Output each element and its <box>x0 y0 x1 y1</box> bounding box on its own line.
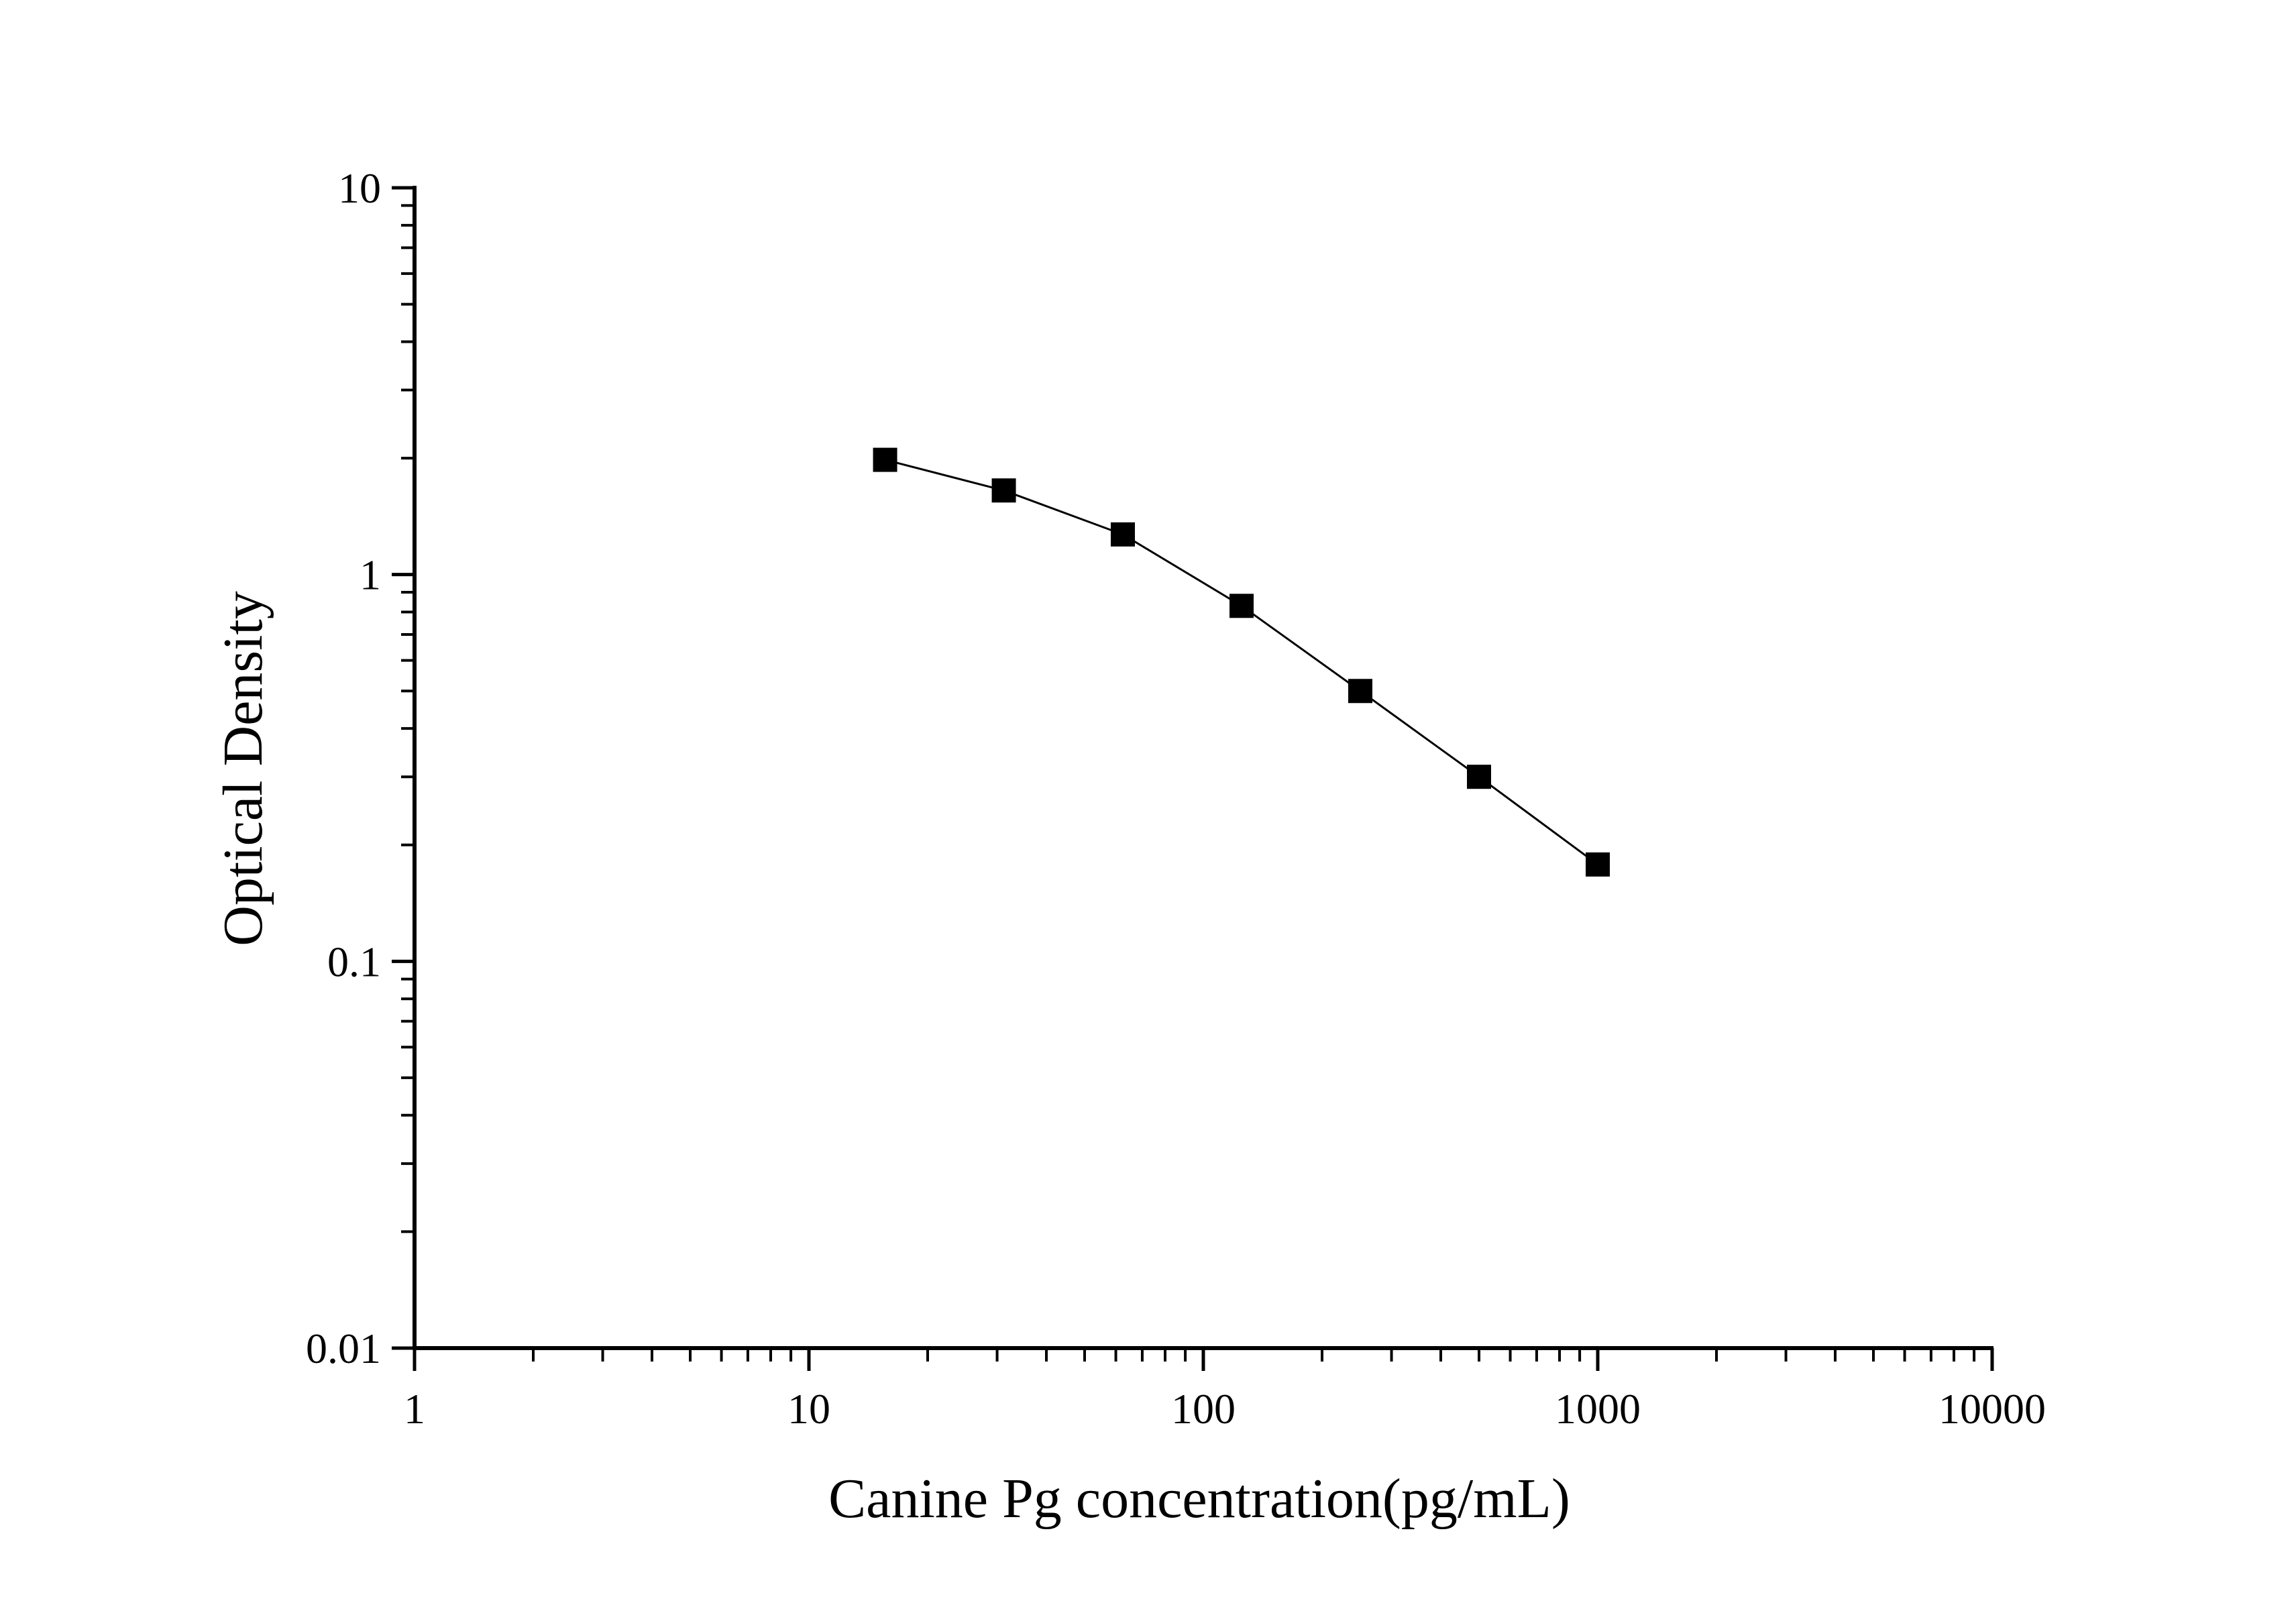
x-tick-label: 1000 <box>1555 1385 1641 1433</box>
y-tick-label: 0.1 <box>327 938 381 985</box>
x-tick-label: 100 <box>1171 1385 1236 1433</box>
data-point <box>1229 594 1254 618</box>
x-tick-label: 1 <box>404 1385 425 1433</box>
axes <box>392 186 1994 1371</box>
data-point <box>1586 852 1610 877</box>
y-tick-label: 0.01 <box>306 1325 381 1372</box>
data-point <box>991 478 1016 503</box>
y-tick-label: 1 <box>360 551 381 599</box>
series-layer <box>873 447 1610 877</box>
data-point <box>1110 522 1135 547</box>
y-tick-label: 10 <box>338 164 381 212</box>
data-point <box>1466 765 1491 789</box>
y-axis-title: Optical Density <box>212 591 274 946</box>
x-axis-title: Canine Pg concentration(pg/mL) <box>828 1467 1570 1530</box>
x-tick-label: 10000 <box>1938 1385 2046 1433</box>
x-tick-label: 10 <box>787 1385 830 1433</box>
tick-labels: 1 10 100 1000 10000 0.01 0.1 1 10 <box>306 164 2046 1433</box>
series-line <box>885 459 1598 866</box>
data-point <box>873 447 897 472</box>
data-point <box>1348 679 1372 704</box>
